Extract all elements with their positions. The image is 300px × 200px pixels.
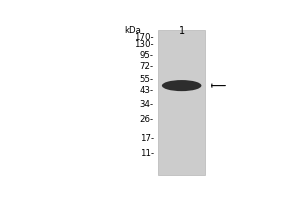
Ellipse shape (162, 80, 201, 91)
Text: 1: 1 (178, 26, 185, 36)
Text: 34-: 34- (140, 100, 154, 109)
Text: 170-: 170- (134, 33, 154, 42)
Bar (158, 30, 205, 175)
Text: 26-: 26- (140, 115, 154, 124)
Text: 43-: 43- (140, 86, 154, 95)
Text: 17-: 17- (140, 134, 154, 143)
Text: 130-: 130- (134, 40, 154, 49)
Text: 95-: 95- (140, 51, 154, 60)
Text: kDa: kDa (124, 26, 141, 35)
Text: 55-: 55- (140, 75, 154, 84)
Text: 11-: 11- (140, 149, 154, 158)
Text: 72-: 72- (140, 62, 154, 71)
